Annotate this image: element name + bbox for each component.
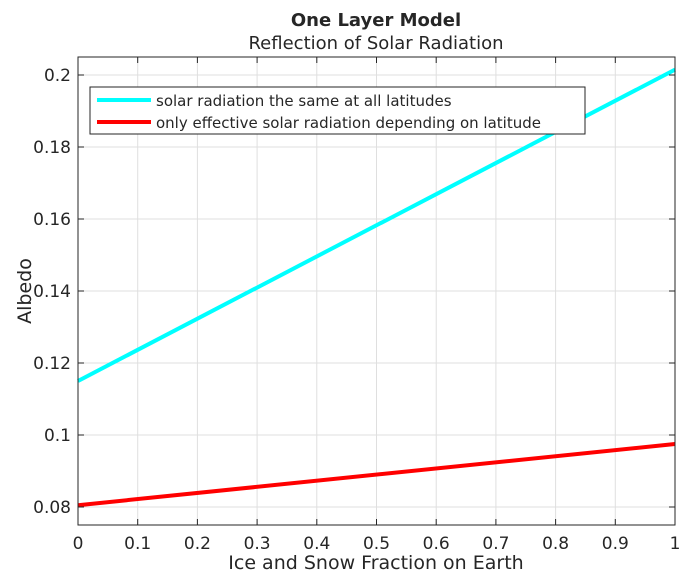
legend-box [89, 86, 586, 135]
chart-title: One Layer Model [291, 10, 461, 31]
x-tick-label: 0.9 [602, 534, 629, 554]
x-tick-label: 0.2 [184, 534, 211, 554]
y-axis-label: Albedo [14, 258, 36, 324]
x-tick-label: 0 [73, 534, 84, 554]
x-tick-label: 0.5 [363, 534, 390, 554]
ticks-layer: 0 0.1 0.2 0.3 0.4 0.5 0.6 0.7 0.8 0.9 1 0.08 0.1 0.12… [33, 57, 680, 554]
series-line-2 [77, 442, 676, 508]
x-tick-label: 0.6 [423, 534, 450, 554]
legend-label-series-1: solar radiation the same at all latitude… [156, 92, 452, 110]
legend: solar radiation the same at all latitude… [89, 86, 586, 135]
x-tick-label: 0.1 [124, 534, 151, 554]
y-tick-label: 0.16 [33, 210, 71, 230]
y-tick-label: 0.2 [44, 66, 71, 86]
y-tick-label: 0.12 [33, 354, 71, 374]
x-tick-label: 0.3 [244, 534, 271, 554]
x-tick-label: 0.7 [482, 534, 509, 554]
x-tick-label: 0.8 [542, 534, 569, 554]
y-tick-label: 0.1 [44, 426, 71, 446]
y-tick-label: 0.08 [33, 498, 71, 518]
legend-label-series-2: only effective solar radiation depending… [156, 114, 541, 132]
y-tick-label: 0.14 [33, 282, 71, 302]
x-tick-label: 0.4 [303, 534, 330, 554]
y-tick-label: 0.18 [33, 138, 71, 158]
x-tick-label: 1 [670, 534, 680, 554]
chart-subtitle: Reflection of Solar Radiation [248, 33, 503, 54]
x-axis-label: Ice and Snow Fraction on Earth [228, 552, 523, 573]
